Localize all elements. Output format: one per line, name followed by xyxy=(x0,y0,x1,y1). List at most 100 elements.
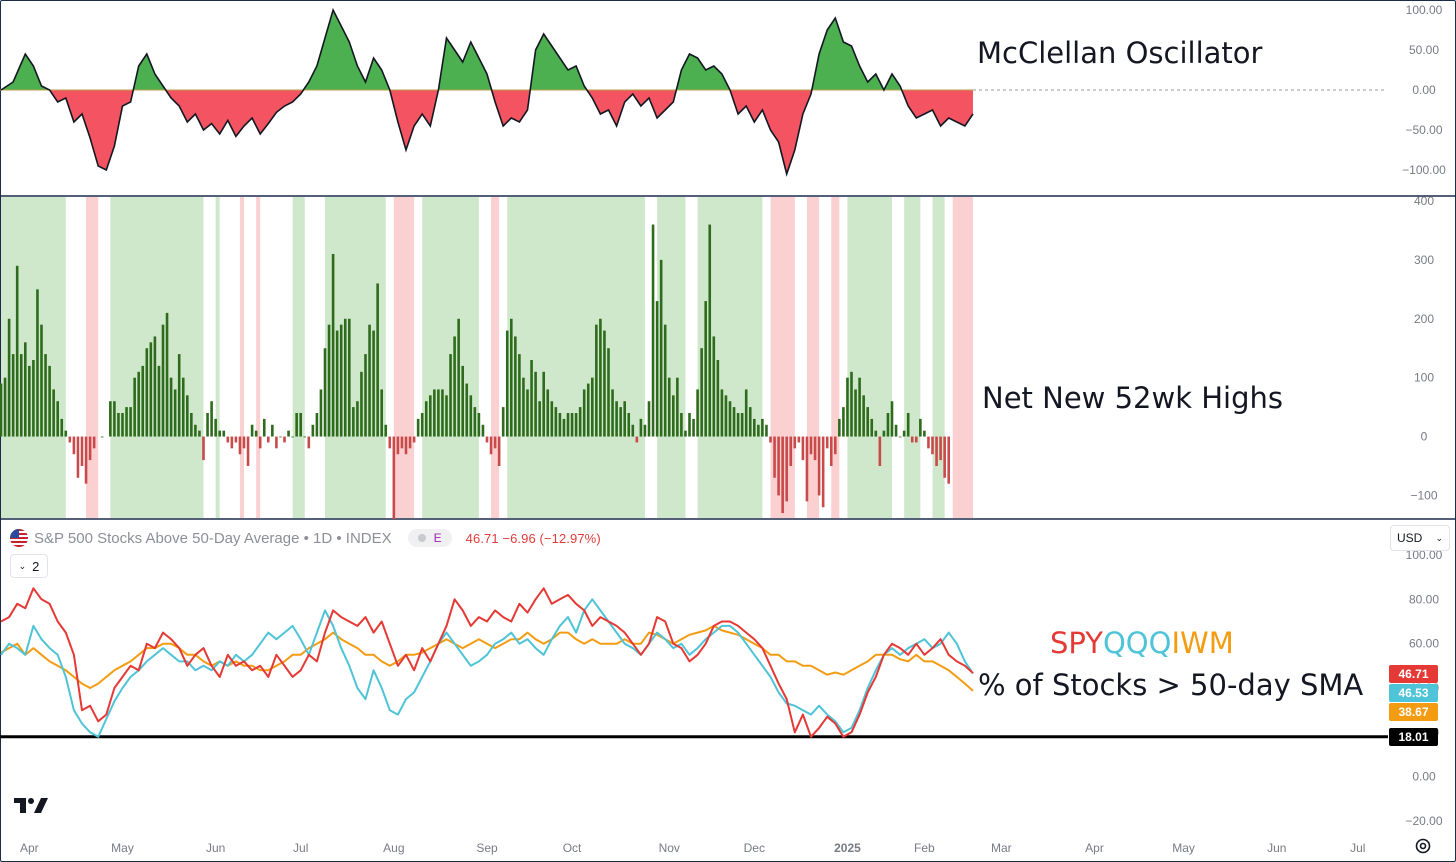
net-highs-bar xyxy=(663,324,667,437)
currency-select[interactable]: USD ⌄ xyxy=(1390,525,1450,551)
net-highs-bar xyxy=(514,336,517,437)
x-tick-label: Feb xyxy=(914,841,935,855)
iwm-line xyxy=(0,624,974,692)
net-highs-bar xyxy=(295,413,298,437)
net-highs-bar xyxy=(651,224,655,437)
net-highs-bar xyxy=(647,401,651,437)
net-highs-bar xyxy=(206,413,209,437)
net-highs-bar xyxy=(226,436,230,443)
net-highs-bar xyxy=(785,436,788,502)
net-highs-bar xyxy=(36,289,39,437)
net-highs-bar xyxy=(469,395,473,437)
net-highs-bar xyxy=(805,436,809,502)
net-highs-bar xyxy=(376,283,379,437)
bearish-regime-band xyxy=(491,197,500,518)
net-highs-bar xyxy=(825,436,829,449)
net-highs-bar xyxy=(169,377,173,437)
net-highs-bar xyxy=(262,418,266,437)
collapse-indicators-button[interactable]: ⌄ 2 xyxy=(10,554,48,578)
net-highs-bar xyxy=(433,389,436,437)
net-highs-bar xyxy=(801,436,805,461)
bullish-regime-band xyxy=(932,197,945,518)
net-highs-bar xyxy=(481,424,485,437)
net-highs-bar xyxy=(404,436,408,455)
net-highs-bar xyxy=(157,365,161,437)
x-axis: Apr May Jun Jul Aug Sep Oct Nov Dec 2025 Feb Mar Apr… xyxy=(20,841,1365,855)
qqq-label: QQQ xyxy=(1102,626,1172,660)
net-highs-bar xyxy=(461,365,464,437)
net-highs-bar xyxy=(493,436,497,449)
y-tick-label: 80.00 xyxy=(1409,592,1439,606)
net-highs-bar xyxy=(667,377,671,437)
settings-gear-icon[interactable] xyxy=(1414,837,1432,855)
x-tick-label: Jul xyxy=(293,841,308,855)
net-highs-bar xyxy=(676,377,679,437)
series-legend[interactable]: S&P 500 Stocks Above 50-Day Average • 1D… xyxy=(10,528,601,548)
net-highs-bar xyxy=(672,395,675,437)
y-tick-label: 0 xyxy=(1421,430,1428,444)
net-highs-bar xyxy=(878,436,882,466)
net-highs-bar xyxy=(923,430,926,437)
net-highs-bar xyxy=(202,436,205,461)
y-tick-label: 100 xyxy=(1414,371,1434,385)
net-highs-bar xyxy=(530,360,533,437)
net-highs-bar xyxy=(457,318,460,437)
tradingview-logo-icon[interactable] xyxy=(14,796,50,816)
net-highs-bar xyxy=(542,371,545,437)
earnings-badge[interactable]: E xyxy=(407,529,452,547)
net-highs-bar xyxy=(315,413,319,437)
net-highs-bar xyxy=(238,436,242,455)
net-highs-bar xyxy=(655,301,659,437)
net-highs-bar xyxy=(392,436,396,519)
net-highs-bar xyxy=(384,424,388,437)
spy-price-tag: 46.71 xyxy=(1389,665,1438,683)
net-highs-bar xyxy=(765,424,768,437)
pct-sma-label: % of Stocks > 50-day SMA xyxy=(978,668,1364,702)
bullish-regime-band xyxy=(325,197,386,518)
net-highs-bar xyxy=(408,436,412,449)
bearish-regime-band xyxy=(256,197,261,518)
net-highs-bar xyxy=(724,395,728,437)
net-highs-bar xyxy=(696,389,699,437)
net-highs-bar xyxy=(769,436,772,443)
net-highs-bar xyxy=(230,436,234,449)
net-highs-bar xyxy=(586,383,590,437)
net-highs-bar xyxy=(643,424,647,437)
x-tick-label: Jul xyxy=(1350,841,1365,855)
net-highs-bar xyxy=(817,436,821,496)
net-highs-bar xyxy=(866,407,869,437)
net-highs-bar xyxy=(84,436,88,484)
net-highs-bar xyxy=(303,436,307,438)
net-highs-bar xyxy=(453,336,456,437)
net-highs-bar xyxy=(538,401,541,437)
net-highs-bar xyxy=(534,371,537,437)
net-highs-bar xyxy=(558,413,562,437)
x-tick-label: May xyxy=(1172,841,1195,855)
bearish-regime-band xyxy=(393,197,415,518)
net-highs-bar xyxy=(364,354,367,437)
net-highs-bar xyxy=(943,436,946,478)
x-tick-label: Jun xyxy=(1267,841,1286,855)
net-highs-pane: 400 300 200 100 0 −100 xyxy=(0,194,1438,519)
indicator-count: 2 xyxy=(32,558,40,574)
net-highs-bar xyxy=(619,407,622,437)
net-highs-bar xyxy=(48,365,51,437)
net-highs-bar xyxy=(688,413,691,437)
net-highs-bar xyxy=(578,407,582,437)
net-highs-bar xyxy=(858,377,861,437)
net-highs-bar xyxy=(882,430,886,437)
net-highs-bar xyxy=(141,365,145,437)
oscillator-positive-area xyxy=(1,10,973,90)
net-highs-bar xyxy=(554,407,558,437)
net-highs-bar xyxy=(850,371,853,437)
net-highs-bar xyxy=(181,377,185,437)
net-highs-bar xyxy=(465,383,469,437)
net-highs-bar xyxy=(874,430,878,437)
net-highs-bar xyxy=(117,413,120,437)
net-highs-bar xyxy=(595,324,598,437)
net-highs-bar xyxy=(396,436,400,455)
net-highs-bar xyxy=(129,407,132,437)
net-highs-bar xyxy=(125,407,128,437)
mcclellan-label: McClellan Oscillator xyxy=(977,36,1263,70)
